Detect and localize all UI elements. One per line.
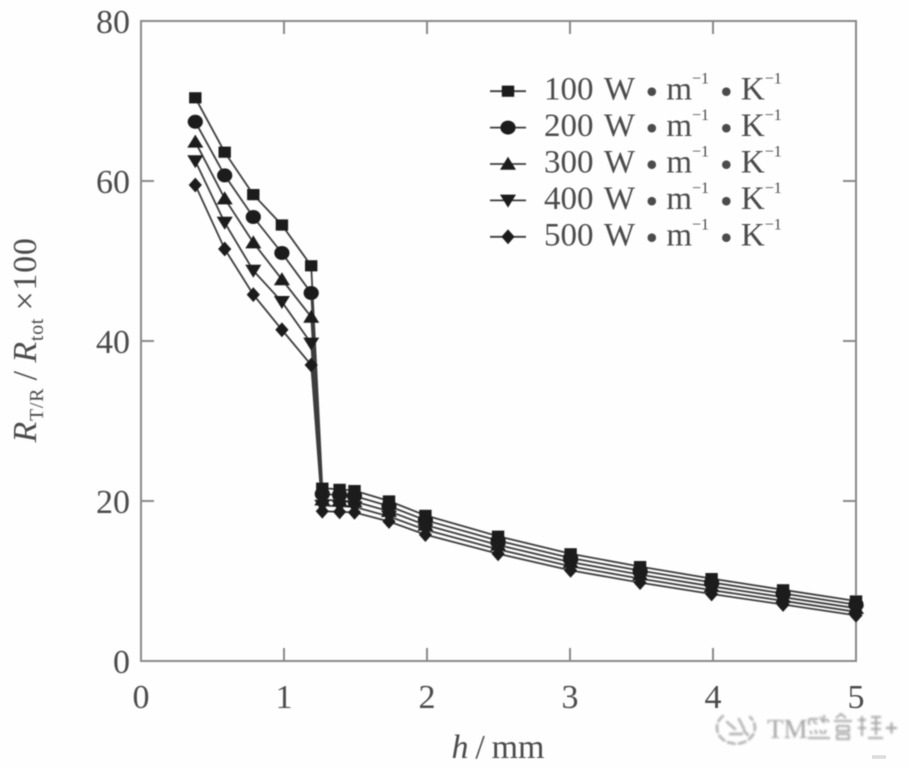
svg-text:5: 5 (848, 679, 865, 716)
svg-text:500 W • m−1 • K−1: 500 W • m−1 • K−1 (544, 216, 782, 257)
svg-text:200 W • m−1 • K−1: 200 W • m−1 • K−1 (544, 107, 782, 148)
svg-text:3: 3 (562, 679, 579, 716)
svg-text:0: 0 (133, 679, 150, 716)
svg-text:RT/R / Rtot ×100: RT/R / Rtot ×100 (7, 237, 48, 443)
svg-text:400 W • m−1 • K−1: 400 W • m−1 • K−1 (544, 180, 782, 221)
svg-text:4: 4 (705, 679, 722, 716)
svg-text:20: 20 (96, 484, 130, 521)
svg-text:100 W • m−1 • K−1: 100 W • m−1 • K−1 (544, 71, 782, 112)
svg-text:1: 1 (276, 679, 293, 716)
svg-text:TM: TM (767, 714, 808, 744)
svg-text:2: 2 (419, 679, 436, 716)
svg-text:80: 80 (96, 4, 130, 41)
svg-text:0: 0 (113, 644, 130, 681)
svg-text:300 W • m−1 • K−1: 300 W • m−1 • K−1 (544, 144, 782, 185)
svg-text:40: 40 (96, 324, 130, 361)
svg-text:h / mm: h / mm (452, 729, 545, 766)
svg-text:60: 60 (96, 164, 130, 201)
